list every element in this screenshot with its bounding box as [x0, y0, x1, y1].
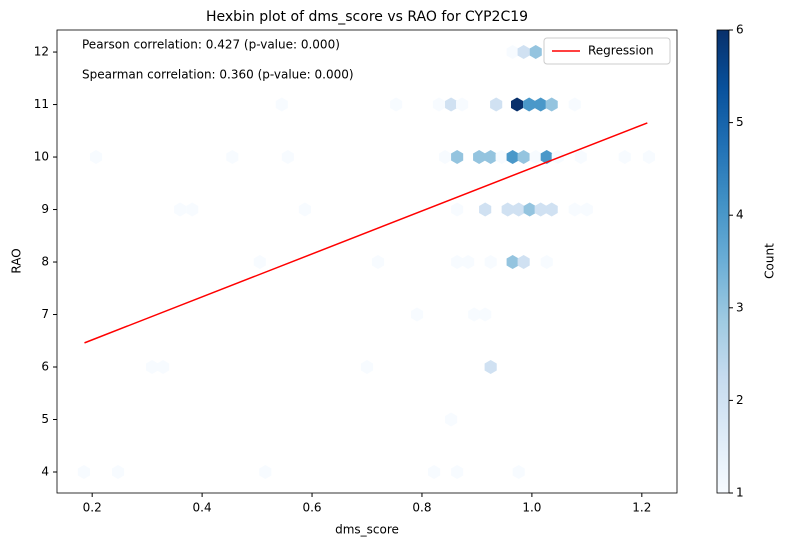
hexbin — [462, 255, 475, 270]
hexbin — [545, 97, 558, 112]
hexbin — [186, 202, 199, 217]
annotation: Spearman correlation: 0.360 (p-value: 0.… — [82, 68, 354, 82]
y-tick-label: 10 — [34, 150, 49, 164]
hexbin — [484, 360, 497, 375]
y-tick-label: 11 — [34, 97, 49, 111]
hexbin — [451, 255, 464, 270]
hexbin — [568, 97, 581, 112]
x-tick-label: 1.0 — [522, 501, 541, 515]
hexbin — [580, 202, 593, 217]
hexbin — [501, 202, 514, 217]
hexbin — [89, 150, 103, 165]
hexbin — [438, 150, 452, 165]
hexbin — [157, 360, 170, 375]
hexbin — [77, 465, 90, 479]
x-tick-label: 0.8 — [412, 501, 431, 515]
hexbin — [495, 150, 508, 165]
hexbin — [479, 307, 492, 322]
colorbar-tick-label: 6 — [736, 23, 744, 37]
colorbar — [716, 29, 730, 494]
hexbin — [545, 202, 558, 217]
hexbin — [432, 97, 446, 112]
hexbin — [360, 360, 374, 375]
hexbin — [456, 97, 469, 112]
hexbin — [259, 465, 272, 479]
x-tick-label: 0.4 — [193, 501, 212, 515]
hexbin — [517, 255, 530, 270]
hexbin — [642, 150, 656, 165]
hexbin — [534, 202, 547, 217]
hexbin — [506, 255, 519, 270]
hexbin — [479, 202, 492, 217]
y-tick-label: 7 — [41, 307, 49, 321]
hexbin — [517, 150, 530, 165]
hexbin — [445, 412, 458, 427]
hexbin — [506, 150, 519, 165]
hexbin — [484, 150, 497, 165]
hexbin — [298, 202, 311, 217]
hexbin — [512, 202, 525, 217]
x-axis-label: dms_score — [335, 523, 399, 537]
hexbin — [281, 150, 294, 165]
hexbin — [473, 150, 486, 165]
colorbar-tick-label: 4 — [736, 208, 744, 222]
annotation: Pearson correlation: 0.427 (p-value: 0.0… — [82, 38, 340, 52]
colorbar-tick-label: 5 — [736, 115, 744, 129]
hexbin — [410, 307, 424, 322]
hexbin — [111, 465, 125, 479]
hexbin — [445, 97, 458, 112]
hexbin — [451, 150, 464, 165]
hexbin — [484, 255, 497, 270]
y-axis-label: RAO — [10, 248, 24, 273]
colorbar-tick-label: 3 — [736, 300, 744, 314]
hexbin — [253, 255, 266, 270]
hexbin — [427, 465, 441, 479]
hexbin — [468, 307, 481, 322]
hexbin — [506, 45, 519, 60]
chart-title: Hexbin plot of dms_score vs RAO for CYP2… — [206, 9, 528, 25]
x-tick-label: 0.2 — [83, 501, 102, 515]
hexbin — [529, 45, 542, 60]
x-tick-label: 1.2 — [632, 501, 651, 515]
hexbin — [146, 360, 159, 375]
hexbin — [512, 465, 525, 479]
x-tick-label: 0.6 — [302, 501, 321, 515]
plot-frame — [56, 29, 678, 494]
hexbin — [174, 202, 187, 217]
hexbin — [451, 202, 464, 217]
hexbin — [534, 97, 547, 112]
y-tick-label: 9 — [41, 202, 49, 216]
hexbin — [618, 150, 631, 165]
hexbin — [551, 150, 564, 165]
hexbin — [451, 465, 464, 479]
hexbin — [540, 255, 553, 270]
regression-line — [84, 122, 648, 344]
colorbar-label: Count — [763, 243, 777, 279]
hexbin — [523, 202, 536, 217]
y-tick-label: 8 — [41, 255, 49, 269]
hexbin — [490, 97, 503, 112]
colorbar-tick-label: 2 — [736, 393, 744, 407]
legend-box — [543, 37, 671, 65]
colorbar-tick-label: 1 — [736, 486, 744, 500]
hexbin — [275, 97, 288, 112]
y-tick-label: 6 — [41, 360, 49, 374]
y-tick-label: 12 — [34, 45, 49, 59]
hexbin — [529, 150, 542, 165]
hexbin — [568, 202, 581, 217]
hexbin — [226, 150, 239, 165]
hexbin — [574, 150, 587, 165]
y-tick-label: 5 — [41, 412, 49, 426]
y-tick-label: 4 — [41, 465, 49, 479]
hexbin — [390, 97, 403, 112]
legend-label: Regression — [588, 44, 654, 58]
hexbin — [517, 45, 530, 60]
hexbin — [510, 97, 524, 112]
hexbin — [371, 255, 385, 270]
hexbin — [523, 97, 536, 112]
